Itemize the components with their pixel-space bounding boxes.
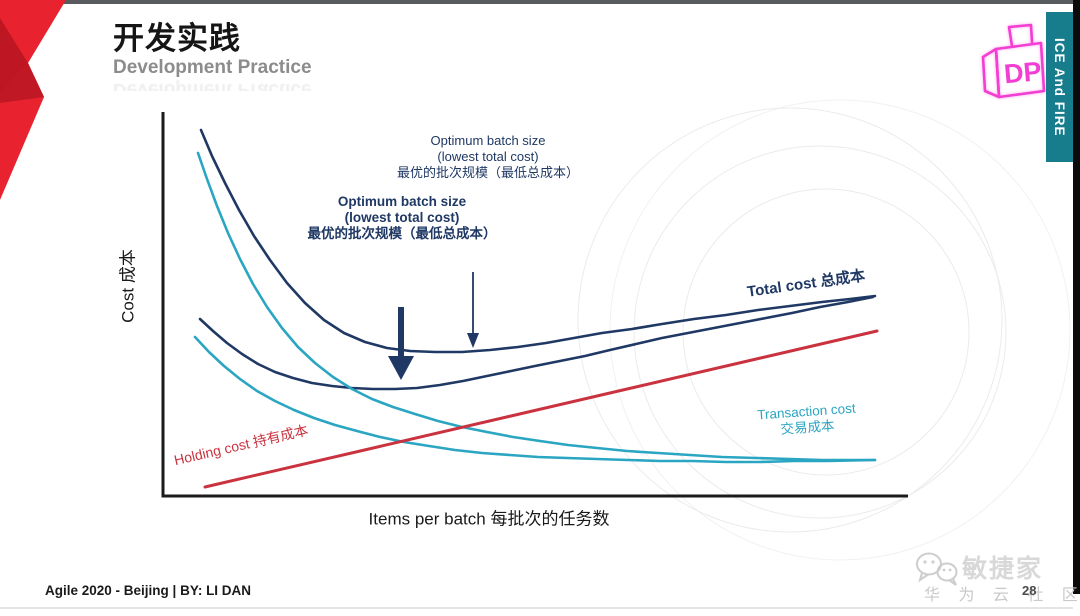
watermark-community: 华 为 云 社 区 — [924, 587, 1080, 604]
window-edge-strip — [1073, 0, 1080, 594]
background-circles — [577, 99, 1071, 561]
optimum-arrow-bold — [388, 307, 414, 380]
slide-bottom-border — [0, 607, 1073, 609]
y-axis-label: Cost 成本 — [118, 249, 138, 323]
title-reflection: Development Practice — [113, 79, 312, 91]
dp-box-logo: DP — [981, 23, 1046, 99]
banner-text: ICE And FIRE — [1052, 37, 1067, 137]
page-title: 开发实践 — [113, 21, 241, 56]
red-ribbon-decoration — [0, 0, 66, 200]
optimum-annotation-bold: Optimum batch size (lowest total cost) 最… — [307, 194, 497, 241]
watermark-brand: 敏捷家 — [962, 555, 1044, 583]
curve — [198, 295, 875, 391]
box-front — [994, 41, 1046, 99]
box-side — [981, 47, 1001, 99]
x-axis-label: Items per batch 每批次的任务数 — [368, 509, 610, 529]
title-block: 开发实践 Development Practice Development Pr… — [113, 21, 312, 92]
ice-and-fire-banner: ICE And FIRE — [1046, 12, 1073, 162]
box-handle — [1007, 23, 1034, 48]
optimum-arrow-thin — [467, 272, 479, 348]
total-cost-label: Total cost 总成本 — [746, 267, 867, 301]
transaction-cost-label: Transaction cost 交易成本 — [756, 400, 857, 437]
curve — [193, 335, 877, 464]
optimum-annotation-top: Optimum batch size (lowest total cost) 最… — [396, 133, 580, 180]
page-subtitle: Development Practice — [113, 57, 312, 78]
holding-cost-label: Holding cost 持有成本 — [172, 421, 310, 469]
page-number: 28 — [1022, 583, 1037, 598]
footer-credit: Agile 2020 - Beijing | BY: LI DAN — [45, 583, 252, 598]
slide-top-border — [0, 0, 1073, 4]
logo-letters: DP — [1003, 56, 1043, 89]
